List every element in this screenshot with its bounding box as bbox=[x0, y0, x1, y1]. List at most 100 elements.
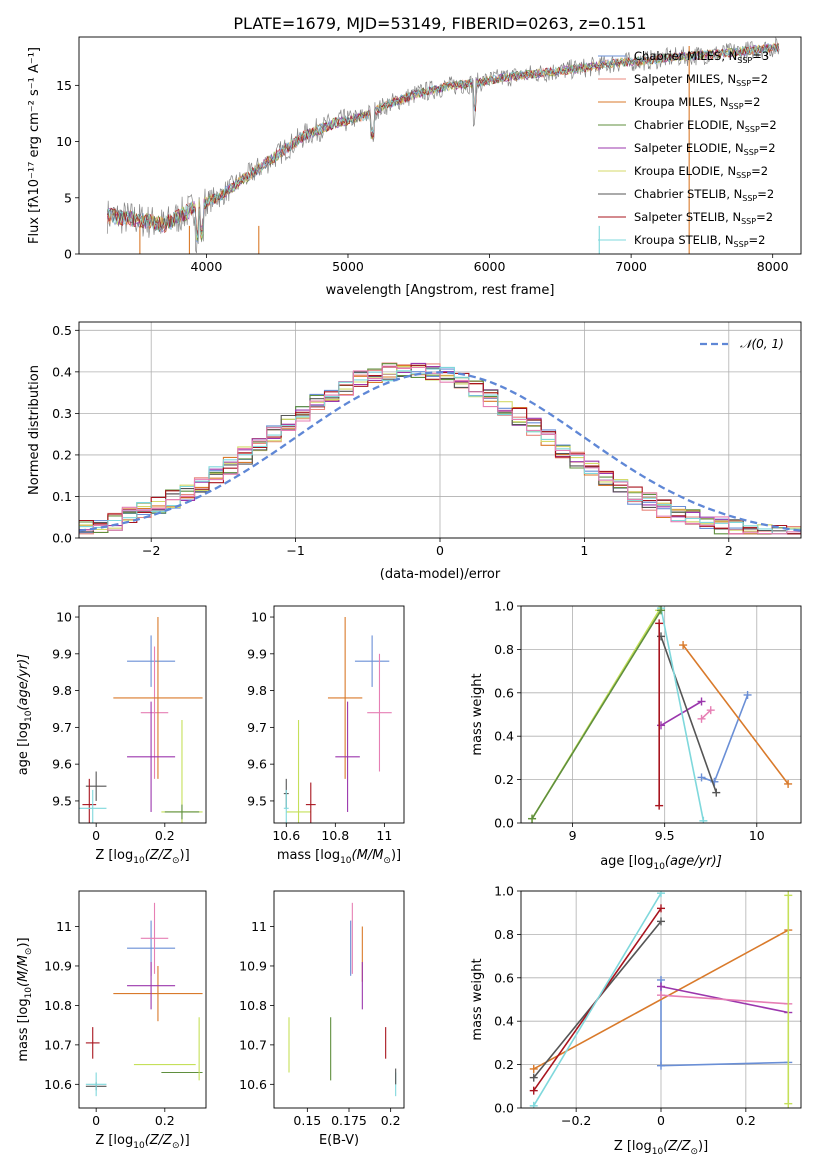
weight-line-7 bbox=[533, 892, 662, 1107]
y-tick-label: 10.8 bbox=[239, 998, 267, 1013]
y-tick-label: 0.0 bbox=[52, 531, 72, 546]
y-tick-label: 0.2 bbox=[494, 1057, 514, 1072]
x-tick-label: 11 bbox=[376, 828, 392, 843]
y-tick-label: 10 bbox=[56, 134, 72, 149]
label-sub: ⊙ bbox=[172, 1141, 180, 1151]
label-part: age [log bbox=[16, 722, 31, 775]
legend-text: Chabrier ELODIE, N bbox=[634, 118, 745, 132]
legend-entry: Salpeter STELIB, NSSP=2 bbox=[634, 210, 773, 226]
spectrum-line-9 bbox=[107, 43, 779, 239]
y-tick-label: 9.8 bbox=[52, 683, 72, 698]
y-tick-label: 10.7 bbox=[44, 1037, 72, 1052]
x-tick-label: 0 bbox=[92, 1113, 100, 1128]
weight-line-1 bbox=[682, 644, 789, 785]
x-tick-label: 0.2 bbox=[155, 828, 175, 843]
x-tick-label: 0 bbox=[92, 828, 100, 843]
label-sub: ⊙ bbox=[172, 856, 180, 866]
label-part: (age/yr)] bbox=[665, 854, 722, 869]
axes-frame bbox=[273, 605, 405, 824]
x-tick-label: 1 bbox=[580, 543, 588, 558]
axes-frame bbox=[520, 605, 802, 824]
legend-text: Salpeter STELIB, N bbox=[634, 210, 741, 224]
legend-text: =2 bbox=[751, 72, 768, 86]
label-sub: 10 bbox=[340, 856, 352, 866]
y-tick-label: 11 bbox=[251, 919, 267, 934]
label-sub: 10 bbox=[24, 710, 34, 722]
legend-text: Salpeter ELODIE, N bbox=[634, 141, 744, 155]
label-part: age [log bbox=[600, 854, 653, 869]
label-part: Z [log bbox=[614, 1139, 652, 1154]
plot-area bbox=[288, 902, 397, 1097]
x-tick-label: 10.8 bbox=[321, 828, 349, 843]
x-tick-label: 0.2 bbox=[381, 1113, 401, 1128]
y-tick-label: 0.4 bbox=[494, 729, 514, 744]
legend-entry: Kroupa MILES, NSSP=2 bbox=[634, 95, 760, 111]
legend-text: =2 bbox=[759, 141, 776, 155]
plot-area bbox=[79, 362, 801, 535]
y-tick-label: 0.8 bbox=[494, 642, 514, 657]
y-tick-label: 0.8 bbox=[494, 927, 514, 942]
x-axis-label: Z [log10(Z/Z⊙)] bbox=[95, 1133, 189, 1151]
legend-text: =2 bbox=[751, 164, 768, 178]
x-tick-label: 4000 bbox=[191, 259, 223, 274]
legend-entry: 𝒩(0, 1) bbox=[740, 337, 784, 351]
y-tick-label: 0.2 bbox=[52, 447, 72, 462]
label-part: (Z/Z bbox=[663, 1139, 691, 1154]
label-part: )] bbox=[180, 848, 190, 863]
legend-text: Chabrier STELIB, N bbox=[634, 187, 742, 201]
y-tick-label: 0.5 bbox=[52, 323, 72, 338]
legend-text: Chabrier MILES, N bbox=[634, 49, 737, 63]
label-part: (Z/Z bbox=[145, 848, 173, 863]
x-tick-label: 0.15 bbox=[293, 1113, 321, 1128]
legend-text: =2 bbox=[757, 187, 774, 201]
x-tick-label: 0 bbox=[436, 543, 444, 558]
x-axis-label: Z [log10(Z/Z⊙)] bbox=[614, 1139, 708, 1157]
label-sub: 10 bbox=[652, 1147, 664, 1157]
weight-line-3 bbox=[700, 709, 712, 720]
y-tick-label: 15 bbox=[56, 78, 72, 93]
y-tick-label: 0.6 bbox=[494, 970, 514, 985]
label-sub: ⊙ bbox=[690, 1147, 698, 1157]
x-tick-label: 10.6 bbox=[272, 828, 300, 843]
gaussian-curve bbox=[79, 371, 801, 532]
weight-line-7 bbox=[660, 608, 705, 821]
label-sub: 10 bbox=[653, 862, 665, 872]
axes-frame bbox=[78, 321, 802, 539]
label-sub: ⊙ bbox=[24, 948, 34, 956]
x-axis-label: wavelength [Angstrom, rest frame] bbox=[326, 283, 555, 298]
label-sub: 10 bbox=[133, 1141, 145, 1151]
label-part: λ10⁻¹⁷ erg cm⁻² s⁻¹ A⁻¹] bbox=[27, 47, 42, 203]
y-tick-label: 9.7 bbox=[52, 720, 72, 735]
label-part: Z [log bbox=[95, 1133, 133, 1148]
y-tick-label: 11 bbox=[56, 919, 72, 934]
label-part: (M/M bbox=[352, 848, 384, 863]
axes-frame bbox=[520, 890, 802, 1109]
x-tick-label: 0.2 bbox=[155, 1113, 175, 1128]
label-part: mass [log bbox=[16, 998, 31, 1061]
label-sub: 10 bbox=[24, 987, 34, 999]
legend-sub: SSP bbox=[745, 125, 760, 134]
x-tick-label: −1 bbox=[286, 543, 304, 558]
plot-area bbox=[79, 617, 203, 823]
axes-frame bbox=[78, 605, 207, 824]
x-tick-label: −2 bbox=[142, 543, 160, 558]
label-part: )] bbox=[180, 1133, 190, 1148]
x-tick-label: 6000 bbox=[474, 259, 506, 274]
plot-area bbox=[106, 37, 780, 254]
spectrum-line-8 bbox=[107, 43, 780, 235]
label-part: )] bbox=[391, 848, 401, 863]
y-tick-label: 10.9 bbox=[44, 958, 72, 973]
legend-text: Kroupa MILES, N bbox=[634, 95, 729, 109]
y-tick-label: 9.5 bbox=[247, 793, 267, 808]
legend-entry: Salpeter ELODIE, NSSP=2 bbox=[634, 141, 776, 157]
y-tick-label: 1.0 bbox=[494, 884, 514, 899]
y-tick-label: 5 bbox=[64, 190, 72, 205]
x-tick-label: 0 bbox=[657, 1113, 665, 1128]
y-tick-label: 10 bbox=[56, 610, 72, 625]
weight-line-5 bbox=[660, 636, 718, 793]
label-sub: 10 bbox=[133, 856, 145, 866]
legend-text: =2 bbox=[760, 118, 777, 132]
legend-entry: Kroupa STELIB, NSSP=2 bbox=[634, 233, 765, 249]
